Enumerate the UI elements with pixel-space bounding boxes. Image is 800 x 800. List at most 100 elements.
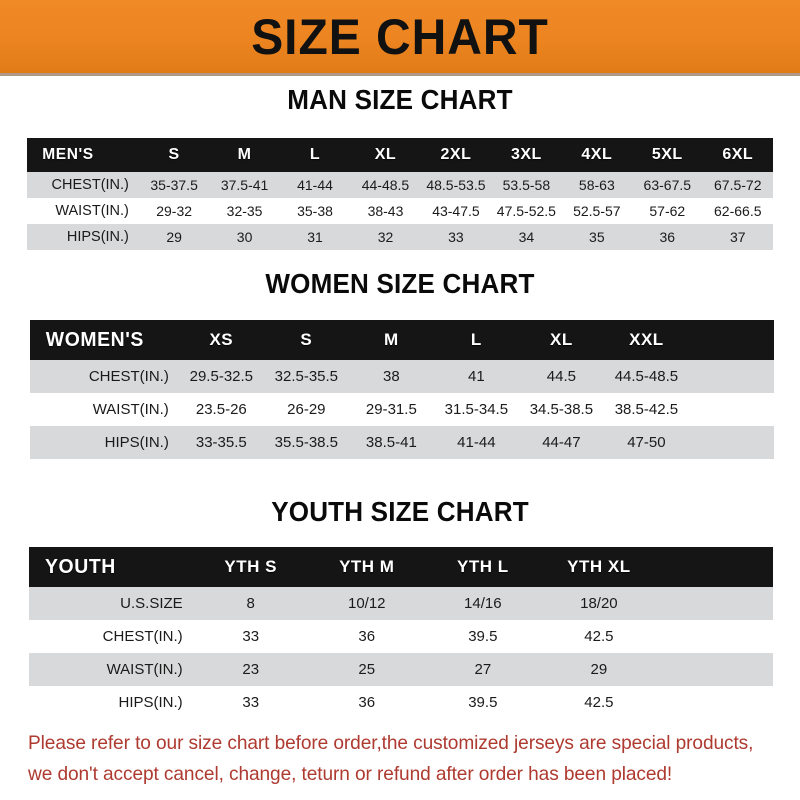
cell-4: 41 [468,368,485,385]
cell-1: 29-32 [156,203,193,219]
cell-4: 32 [377,229,394,245]
row-label: U.S.SIZE [120,595,183,612]
cell-1: 33 [242,694,260,711]
section-title-man: MAN SIZE CHART [287,84,513,115]
column-header-1: S [168,146,180,163]
row-label: CHEST(IN.) [51,177,129,193]
cell-5 [657,620,773,653]
table-row: CHEST(IN.) 35-37.5 37.5-41 41-44 44-48.5 48.5… [27,172,773,198]
column-header-7 [689,320,774,360]
cell-4: 44-48.5 [361,177,410,193]
table-row: WAIST(IN.) 23.5-26 26-29 29-31.5 31.5-34.5 34… [30,393,774,426]
row-label: CHEST(IN.) [102,628,183,645]
cell-8: 36 [659,229,676,245]
cell-5 [657,587,773,620]
column-header-2: YTH M [339,557,395,576]
cell-2: 35.5-38.5 [274,434,339,451]
cell-2: 26-29 [287,401,326,418]
cell-4: 29 [590,661,608,678]
section-title-women: WOMEN SIZE CHART [265,268,535,299]
column-header-4: XL [374,146,397,163]
cell-4: 42.5 [584,628,614,645]
cell-7 [689,393,774,426]
cell-6: 44.5-48.5 [614,368,679,385]
column-header-5: 2XL [440,146,472,163]
cell-6: 34 [518,229,535,245]
cell-2: 32-35 [226,203,263,219]
column-header-6: XXL [629,330,664,349]
order-disclaimer: Please refer to our size chart before or… [28,728,765,790]
cell-7 [689,426,774,459]
table-row: U.S.SIZE 8 10/12 14/16 18/20 [29,587,773,620]
column-header-8: 5XL [651,146,683,163]
cell-5: 44-47 [542,434,581,451]
cell-4: 18/20 [580,595,618,612]
disclaimer-line-2: we don't accept cancel, change, teturn o… [28,763,673,785]
cell-5: 33 [448,229,464,245]
row-label: WAIST(IN.) [106,661,183,678]
column-header-5 [657,547,773,587]
cell-5: 48.5-53.5 [426,177,486,193]
cell-5: 34.5-38.5 [529,401,594,418]
column-header-4: L [470,330,482,349]
men-size-table: MEN'S S M L XL 2XL 3XL 4XL 5XL 6XL CHEST(IN.) 35-37… [27,138,773,250]
row-label: HIPS(IN.) [118,694,183,711]
row-label: WAIST(IN.) [55,203,129,219]
cell-1: 33 [242,628,260,645]
cell-4: 31.5-34.5 [444,401,509,418]
cell-3: 35-38 [297,203,333,219]
table-row: CHEST(IN.) 33 36 39.5 42.5 [29,620,773,653]
cell-3: 39.5 [468,628,498,645]
row-label: HIPS(IN.) [66,229,129,245]
page-banner: SIZE CHART [0,0,800,73]
cell-3: 41-44 [297,177,333,193]
cell-3: 29-31.5 [365,401,417,418]
youth-size-table: YOUTH YTH S YTH M YTH L YTH XL U.S.SIZE 8 10/12… [29,547,773,719]
cell-3: 38 [383,368,400,385]
cell-7: 52.5-57 [573,203,621,219]
cell-3: 39.5 [468,694,498,711]
table-header-row: MEN'S S M L XL 2XL 3XL 4XL 5XL 6XL [27,138,773,172]
cell-9: 67.5-72 [714,177,762,193]
table-row: HIPS(IN.) 33-35.5 35.5-38.5 38.5-41 41-44 44-… [30,426,774,459]
cell-1: 29 [166,229,182,245]
column-header-1: XS [209,330,234,349]
table-header-row: WOMEN'S XS S M L XL XXL [30,320,774,360]
table-row: WAIST(IN.) 23 25 27 29 [29,653,773,686]
women-size-table: WOMEN'S XS S M L XL XXL CHEST(IN.) 29.5-32.5 32.5… [30,320,774,459]
column-header-2: M [237,146,252,163]
cell-1: 29.5-32.5 [189,368,254,385]
cell-3: 14/16 [464,595,502,612]
row-label: WAIST(IN.) [92,401,169,418]
cell-8: 57-62 [649,203,686,219]
column-header-7: 4XL [581,146,613,163]
row-label: HIPS(IN.) [104,434,169,451]
cell-2: 32.5-35.5 [274,368,339,385]
table-corner-label: MEN'S [42,146,94,163]
cell-1: 23 [242,661,260,678]
cell-4: 42.5 [584,694,614,711]
cell-5 [657,686,773,719]
cell-7: 35 [589,229,605,245]
cell-1: 35-37.5 [150,177,198,193]
cell-3: 27 [474,661,492,678]
cell-4: 38-43 [367,203,404,219]
column-header-1: YTH S [224,557,277,576]
column-header-4: YTH XL [567,557,631,576]
column-header-3: L [309,146,321,163]
cell-6: 38.5-42.5 [614,401,679,418]
cell-1: 8 [246,595,255,612]
column-header-3: M [384,330,399,349]
cell-5: 44.5 [546,368,576,385]
table-header-row: YOUTH YTH S YTH M YTH L YTH XL [29,547,773,587]
disclaimer-line-1: Please refer to our size chart before or… [28,732,754,754]
cell-6: 53.5-58 [502,177,551,193]
cell-8: 63-67.5 [643,177,692,193]
column-header-6: 3XL [510,146,542,163]
table-corner-label: YOUTH [45,555,116,578]
column-header-3: YTH L [457,557,509,576]
column-header-2: S [300,330,313,349]
cell-9: 37 [729,229,746,245]
cell-6: 47.5-52.5 [496,203,556,219]
row-label: CHEST(IN.) [88,368,169,385]
